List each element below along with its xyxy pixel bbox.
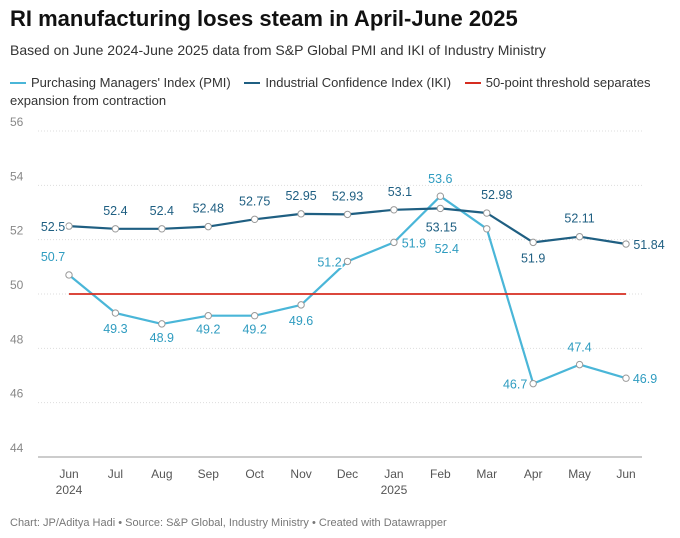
data-point-iki xyxy=(529,238,537,247)
data-point-iki xyxy=(65,222,73,230)
legend-item-pmi: Purchasing Managers' Index (PMI) xyxy=(10,75,231,90)
data-label-pmi: 49.2 xyxy=(196,323,220,337)
legend-item-threshold: 50-point threshold separates expansion f… xyxy=(10,75,651,108)
chart-title: RI manufacturing loses steam in April-Ju… xyxy=(10,6,518,31)
data-label-pmi: 53.6 xyxy=(428,172,452,186)
data-point-pmi xyxy=(436,192,445,200)
data-label-pmi: 48.9 xyxy=(150,331,174,345)
x-tick-label: Oct xyxy=(245,467,264,481)
x-tick-label: Sep xyxy=(198,467,220,481)
y-tick-label: 50 xyxy=(10,278,24,292)
data-label-pmi: 47.4 xyxy=(567,341,591,355)
x-tick-sublabel: 2025 xyxy=(381,483,408,497)
x-tick-label: Jun xyxy=(59,467,78,481)
data-point-iki xyxy=(204,222,212,231)
x-tick-label: Jan xyxy=(384,467,403,481)
data-label-iki: 52.4 xyxy=(150,204,174,218)
data-point-iki xyxy=(111,225,120,233)
data-point-iki xyxy=(390,206,398,214)
legend-label-pmi: Purchasing Managers' Index (PMI) xyxy=(31,75,231,90)
legend-swatch-pmi xyxy=(10,81,26,84)
data-point-iki xyxy=(250,215,259,223)
x-tick-label: Mar xyxy=(476,467,497,481)
data-label-iki: 52.5 xyxy=(41,220,65,234)
data-point-iki xyxy=(483,209,491,217)
data-point-pmi xyxy=(483,225,491,233)
y-tick-label: 48 xyxy=(10,332,24,346)
x-tick-label: Dec xyxy=(337,467,358,481)
x-tick-label: Feb xyxy=(430,467,451,481)
data-point-iki xyxy=(297,210,305,218)
data-point-iki xyxy=(436,204,445,213)
data-label-pmi: 49.6 xyxy=(289,314,313,328)
x-tick-label: Apr xyxy=(524,467,543,481)
y-tick-label: 56 xyxy=(10,115,24,129)
data-label-iki: 52.4 xyxy=(103,204,127,218)
data-label-iki: 52.93 xyxy=(332,189,363,203)
data-point-iki xyxy=(343,210,352,219)
legend-swatch-iki xyxy=(244,81,261,84)
data-label-iki: 52.75 xyxy=(239,194,270,208)
legend-swatch-threshold xyxy=(464,81,481,84)
data-label-pmi: 51.2 xyxy=(317,255,341,269)
x-tick-label: Nov xyxy=(290,467,311,481)
data-point-pmi xyxy=(622,374,630,382)
x-tick-sublabel: 2024 xyxy=(56,483,83,497)
data-point-pmi xyxy=(390,238,398,247)
x-tick-label: May xyxy=(568,467,591,481)
y-tick-label: 44 xyxy=(10,441,24,455)
data-label-iki: 52.95 xyxy=(285,189,316,203)
x-tick-label: Aug xyxy=(151,467,172,481)
data-label-pmi: 52.4 xyxy=(435,242,459,256)
data-label-iki: 53.1 xyxy=(388,185,412,199)
data-label-pmi: 51.9 xyxy=(402,236,426,250)
x-tick-label: Jun xyxy=(616,467,635,481)
data-label-iki: 52.98 xyxy=(481,188,512,202)
data-point-pmi xyxy=(297,301,305,309)
data-point-iki xyxy=(158,225,166,233)
data-point-iki xyxy=(575,232,584,241)
legend-label-iki: Industrial Confidence Index (IKI) xyxy=(265,75,452,90)
series-line-pmi xyxy=(68,195,627,385)
data-point-pmi xyxy=(204,312,212,320)
chart-footer: Chart: JP/Aditya Hadi • Source: S&P Glob… xyxy=(10,517,447,529)
data-label-pmi: 49.2 xyxy=(242,323,266,337)
y-tick-label: 52 xyxy=(10,224,24,238)
data-point-pmi xyxy=(111,309,120,317)
data-point-pmi xyxy=(158,320,166,328)
legend-label-threshold: 50-point threshold separates expansion f… xyxy=(10,75,651,108)
data-label-iki: 52.48 xyxy=(193,202,224,216)
legend-item-iki: Industrial Confidence Index (IKI) xyxy=(244,75,451,90)
data-label-iki: 53.15 xyxy=(426,220,457,234)
data-point-pmi xyxy=(65,271,73,279)
data-label-iki: 52.11 xyxy=(564,212,594,226)
data-label-pmi: 50.7 xyxy=(41,250,65,264)
chart-legend: Purchasing Managers' Index (PMI) Industr… xyxy=(10,74,675,110)
chart-subtitle: Based on June 2024-June 2025 data from S… xyxy=(10,42,546,58)
data-label-pmi: 49.3 xyxy=(103,322,127,336)
data-label-iki: 51.84 xyxy=(633,238,664,252)
data-point-pmi xyxy=(343,257,352,266)
y-tick-label: 54 xyxy=(10,169,24,183)
data-label-pmi: 46.7 xyxy=(503,378,527,392)
x-tick-label: Jul xyxy=(108,467,123,481)
data-point-pmi xyxy=(529,379,537,388)
data-point-pmi xyxy=(575,360,584,369)
data-point-iki xyxy=(622,240,630,248)
data-point-pmi xyxy=(250,312,259,320)
data-label-pmi: 46.9 xyxy=(633,372,657,386)
data-label-iki: 51.9 xyxy=(521,251,545,265)
y-tick-label: 46 xyxy=(10,387,24,401)
